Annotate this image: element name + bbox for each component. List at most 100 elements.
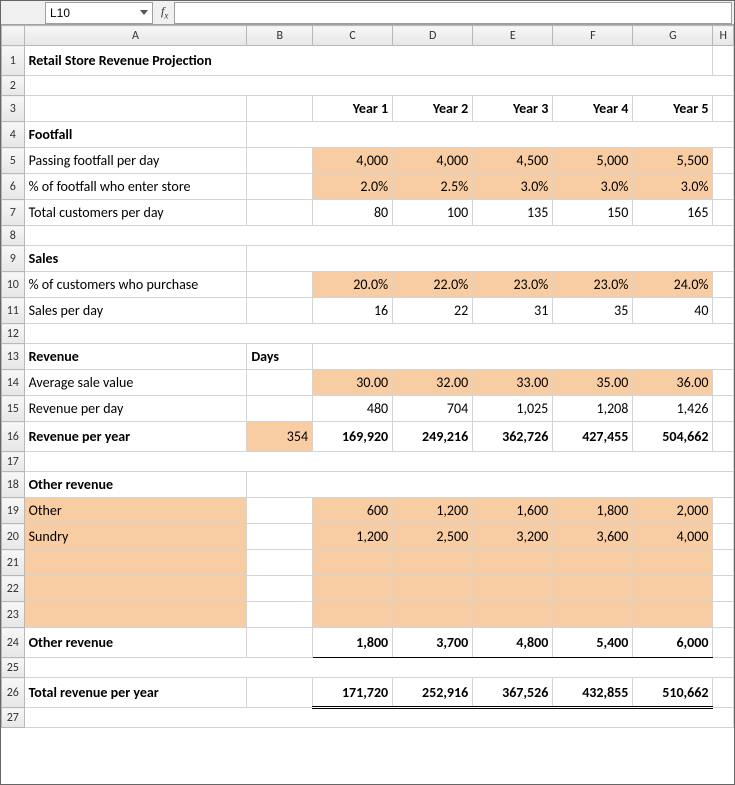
row-label[interactable]: Total customers per day (24, 200, 247, 226)
year-header[interactable]: Year 2 (393, 96, 473, 122)
row-label[interactable]: Average sale value (24, 370, 247, 396)
chevron-down-icon[interactable] (140, 10, 148, 15)
row-header[interactable]: 12 (2, 324, 25, 344)
data-cell[interactable]: 35 (553, 298, 633, 324)
data-cell[interactable]: 6,000 (633, 628, 713, 658)
data-cell[interactable]: 165 (633, 200, 713, 226)
data-cell[interactable]: 40 (633, 298, 713, 324)
data-cell[interactable]: 16 (313, 298, 393, 324)
row-label[interactable]: Passing footfall per day (24, 148, 247, 174)
data-cell[interactable]: 3,700 (393, 628, 473, 658)
data-cell[interactable]: 32.00 (393, 370, 473, 396)
data-cell[interactable]: 1,600 (473, 498, 553, 524)
year-header[interactable]: Year 3 (473, 96, 553, 122)
data-cell[interactable]: 100 (393, 200, 473, 226)
data-cell[interactable]: 4,000 (633, 524, 713, 550)
data-cell[interactable]: 1,800 (553, 498, 633, 524)
name-box[interactable]: L10 (45, 2, 153, 24)
row-label[interactable]: Other (24, 498, 247, 524)
data-cell[interactable]: 1,426 (633, 396, 713, 422)
data-cell[interactable]: 504,662 (633, 422, 713, 452)
year-header[interactable]: Year 4 (553, 96, 633, 122)
section-header[interactable]: Other revenue (24, 472, 247, 498)
total-cell[interactable]: 252,916 (393, 678, 473, 708)
data-cell[interactable]: 3,600 (553, 524, 633, 550)
data-cell[interactable]: 2,000 (633, 498, 713, 524)
data-cell[interactable]: 135 (473, 200, 553, 226)
row-header[interactable]: 1 (2, 46, 25, 76)
data-cell[interactable]: 704 (393, 396, 473, 422)
row-label[interactable]: Total revenue per year (24, 678, 247, 708)
row-header[interactable]: 25 (2, 658, 25, 678)
data-cell[interactable]: 1,025 (473, 396, 553, 422)
data-cell[interactable]: 3,200 (473, 524, 553, 550)
row-label[interactable]: Revenue per year (24, 422, 247, 452)
total-cell[interactable]: 432,855 (553, 678, 633, 708)
col-header[interactable]: F (553, 26, 633, 46)
page-title[interactable]: Retail Store Revenue Projection (24, 46, 713, 76)
data-cell[interactable]: 4,000 (313, 148, 393, 174)
row-label[interactable]: % of customers who purchase (24, 272, 247, 298)
col-header[interactable]: E (473, 26, 553, 46)
data-cell[interactable]: 2,500 (393, 524, 473, 550)
row-header[interactable]: 3 (2, 96, 25, 122)
row-label[interactable]: Sundry (24, 524, 247, 550)
data-cell[interactable]: 4,800 (473, 628, 553, 658)
col-header[interactable]: B (247, 26, 313, 46)
data-cell[interactable]: 427,455 (553, 422, 633, 452)
row-header[interactable]: 4 (2, 122, 25, 148)
data-cell[interactable]: 22 (393, 298, 473, 324)
row-label[interactable]: Other revenue (24, 628, 247, 658)
row-header[interactable]: 17 (2, 452, 25, 472)
data-cell[interactable]: 150 (553, 200, 633, 226)
row-header[interactable]: 20 (2, 524, 25, 550)
row-label[interactable]: Sales per day (24, 298, 247, 324)
data-cell[interactable]: 30.00 (313, 370, 393, 396)
row-header[interactable]: 7 (2, 200, 25, 226)
empty-label[interactable] (24, 576, 247, 602)
row-header[interactable]: 10 (2, 272, 25, 298)
section-header[interactable]: Footfall (24, 122, 247, 148)
data-cell[interactable]: 1,200 (393, 498, 473, 524)
data-cell[interactable]: 362,726 (473, 422, 553, 452)
col-header[interactable]: H (713, 26, 734, 46)
data-cell[interactable]: 5,400 (553, 628, 633, 658)
empty-label[interactable] (24, 602, 247, 628)
select-all-corner[interactable] (2, 26, 25, 46)
col-header[interactable]: C (313, 26, 393, 46)
col-header[interactable]: A (24, 26, 247, 46)
row-header[interactable]: 24 (2, 628, 25, 658)
total-cell[interactable]: 510,662 (633, 678, 713, 708)
data-cell[interactable]: 33.00 (473, 370, 553, 396)
data-cell[interactable]: 23.0% (473, 272, 553, 298)
data-cell[interactable]: 5,500 (633, 148, 713, 174)
row-label[interactable]: Revenue per day (24, 396, 247, 422)
row-header[interactable]: 22 (2, 576, 25, 602)
data-cell[interactable]: 3.0% (553, 174, 633, 200)
data-cell[interactable]: 4,500 (473, 148, 553, 174)
spreadsheet-grid[interactable]: A B C D E F G H 1 Retail Store Revenue P… (1, 25, 734, 728)
row-header[interactable]: 21 (2, 550, 25, 576)
row-header[interactable]: 6 (2, 174, 25, 200)
row-header[interactable]: 27 (2, 708, 25, 728)
row-header[interactable]: 18 (2, 472, 25, 498)
data-cell[interactable]: 3.0% (473, 174, 553, 200)
row-header[interactable]: 9 (2, 246, 25, 272)
data-cell[interactable]: 1,800 (313, 628, 393, 658)
data-cell[interactable]: 169,920 (313, 422, 393, 452)
row-header[interactable]: 23 (2, 602, 25, 628)
days-label[interactable]: Days (247, 344, 313, 370)
row-header[interactable]: 11 (2, 298, 25, 324)
data-cell[interactable]: 36.00 (633, 370, 713, 396)
formula-input[interactable] (174, 2, 732, 24)
empty-label[interactable] (24, 550, 247, 576)
days-value[interactable]: 354 (247, 422, 313, 452)
data-cell[interactable]: 20.0% (313, 272, 393, 298)
data-cell[interactable]: 480 (313, 396, 393, 422)
data-cell[interactable]: 31 (473, 298, 553, 324)
data-cell[interactable]: 35.00 (553, 370, 633, 396)
data-cell[interactable]: 249,216 (393, 422, 473, 452)
data-cell[interactable]: 1,200 (313, 524, 393, 550)
data-cell[interactable]: 80 (313, 200, 393, 226)
row-header[interactable]: 19 (2, 498, 25, 524)
